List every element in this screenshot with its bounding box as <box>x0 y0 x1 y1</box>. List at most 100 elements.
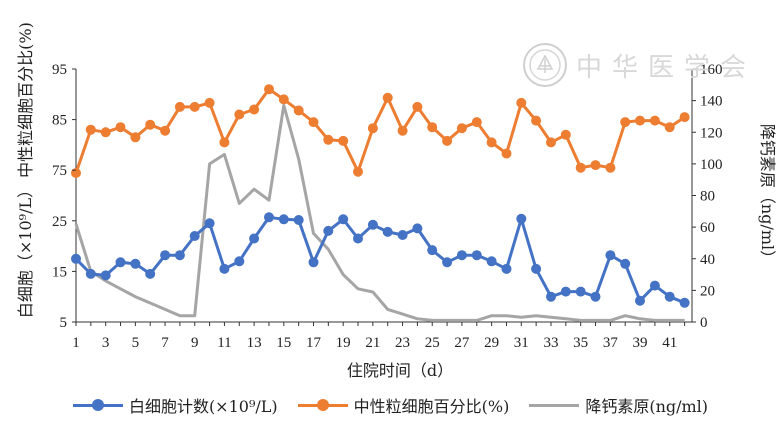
data-point-wbc <box>531 263 542 274</box>
data-point-neutrophil <box>397 125 408 136</box>
data-point-wbc <box>234 256 245 267</box>
legend-swatch-pct <box>529 399 580 411</box>
data-point-wbc <box>367 219 378 230</box>
data-point-wbc <box>382 226 393 237</box>
y-right-tick-label: 140 <box>700 94 723 110</box>
y-right-tick-label: 40 <box>700 252 715 268</box>
data-point-wbc <box>278 214 289 225</box>
data-point-neutrophil <box>130 132 141 143</box>
data-point-neutrophil <box>649 115 660 126</box>
data-point-neutrophil <box>308 117 319 128</box>
data-point-neutrophil <box>115 122 126 133</box>
x-tick-label: 1 <box>72 335 80 351</box>
data-point-neutrophil <box>605 162 616 173</box>
data-point-neutrophil <box>575 162 586 173</box>
x-tick-label: 11 <box>217 335 231 351</box>
data-point-neutrophil <box>278 94 289 105</box>
legend: 白细胞计数(×10⁹/L) 中性粒细胞百分比(%) 降钙素原(ng/ml) <box>0 392 781 418</box>
data-point-neutrophil <box>204 97 215 108</box>
y-right-tick-label: 0 <box>700 315 708 331</box>
x-tick-label: 15 <box>276 335 291 351</box>
x-tick-label: 3 <box>102 335 110 351</box>
data-point-wbc <box>471 250 482 261</box>
data-point-wbc <box>353 233 363 244</box>
y-right-tick-label: 100 <box>700 157 723 173</box>
data-point-wbc <box>486 256 497 267</box>
data-point-wbc <box>85 268 96 279</box>
data-point-neutrophil <box>471 117 482 128</box>
data-point-wbc <box>664 291 675 302</box>
data-point-wbc <box>560 286 571 297</box>
y-right-tick-label: 60 <box>700 220 715 236</box>
watermark: 中华医学会 <box>522 40 781 90</box>
data-point-wbc <box>456 250 467 261</box>
legend-item-neutrophil: 中性粒细胞百分比(%) <box>297 393 510 417</box>
legend-label-neutrophil: 中性粒细胞百分比(%) <box>353 397 510 416</box>
y-right-axis-title-pct: 降钙素原（ng/ml） <box>758 124 777 266</box>
data-point-wbc <box>174 250 185 261</box>
data-point-neutrophil <box>264 84 274 95</box>
data-point-neutrophil <box>590 160 601 171</box>
legend-item-wbc: 白细胞计数(×10⁹/L) <box>72 393 278 417</box>
legend-swatch-neutrophil <box>297 399 348 411</box>
data-point-wbc <box>293 215 304 225</box>
y-left-tick-label: 75 <box>52 163 67 179</box>
y-left-axis-title-neutrophil: 中性粒细胞百分比(%) <box>16 22 35 178</box>
data-point-wbc <box>620 258 631 269</box>
series-line-pct <box>74 103 685 322</box>
y-left-tick-label: 5 <box>60 315 68 331</box>
data-point-wbc <box>160 250 171 261</box>
legend-swatch-wbc <box>72 399 123 411</box>
data-point-wbc <box>412 223 423 234</box>
data-point-wbc <box>100 270 111 281</box>
data-point-neutrophil <box>456 123 467 134</box>
series-layer <box>71 84 690 322</box>
data-point-wbc <box>145 268 156 279</box>
data-point-wbc <box>442 257 453 268</box>
data-point-wbc <box>635 295 645 306</box>
data-point-wbc <box>679 297 690 308</box>
data-point-wbc <box>516 213 527 224</box>
y-left-tick-label: 95 <box>52 62 67 78</box>
x-tick-label: 35 <box>573 335 588 351</box>
data-point-neutrophil <box>620 117 631 128</box>
data-point-wbc <box>590 291 601 302</box>
data-point-neutrophil <box>382 92 393 103</box>
y-right-tick-label: 20 <box>700 283 715 299</box>
data-point-neutrophil <box>160 125 171 136</box>
x-tick-label: 13 <box>247 335 262 351</box>
data-point-wbc <box>308 257 319 268</box>
data-point-neutrophil <box>189 101 200 112</box>
data-point-wbc <box>605 250 616 261</box>
x-tick-label: 29 <box>484 335 499 351</box>
y-right-tick-label: 160 <box>700 62 723 78</box>
data-point-neutrophil <box>501 148 512 159</box>
legend-label-pct: 降钙素原(ng/ml) <box>585 397 709 416</box>
data-point-wbc <box>397 230 408 240</box>
data-point-neutrophil <box>234 109 245 120</box>
data-point-neutrophil <box>560 129 571 140</box>
data-point-neutrophil <box>531 115 542 126</box>
data-point-neutrophil <box>293 105 304 116</box>
data-point-neutrophil <box>71 168 81 178</box>
data-point-wbc <box>338 214 349 225</box>
data-point-neutrophil <box>323 134 334 145</box>
watermark-text: 中华医学会 <box>576 52 757 83</box>
x-tick-label: 37 <box>603 335 619 351</box>
data-point-neutrophil <box>635 115 645 126</box>
data-point-neutrophil <box>174 101 185 112</box>
data-point-wbc <box>501 263 512 274</box>
data-point-neutrophil <box>516 97 527 108</box>
data-point-neutrophil <box>338 135 349 146</box>
data-point-neutrophil <box>85 124 96 135</box>
society-seal-icon <box>523 43 567 87</box>
data-point-wbc <box>204 218 215 229</box>
data-point-wbc <box>115 257 126 268</box>
legend-label-wbc: 白细胞计数(×10⁹/L) <box>128 397 278 416</box>
data-point-neutrophil <box>442 135 453 146</box>
data-point-wbc <box>427 245 438 256</box>
x-tick-label: 25 <box>425 335 440 351</box>
data-point-neutrophil <box>145 119 156 130</box>
